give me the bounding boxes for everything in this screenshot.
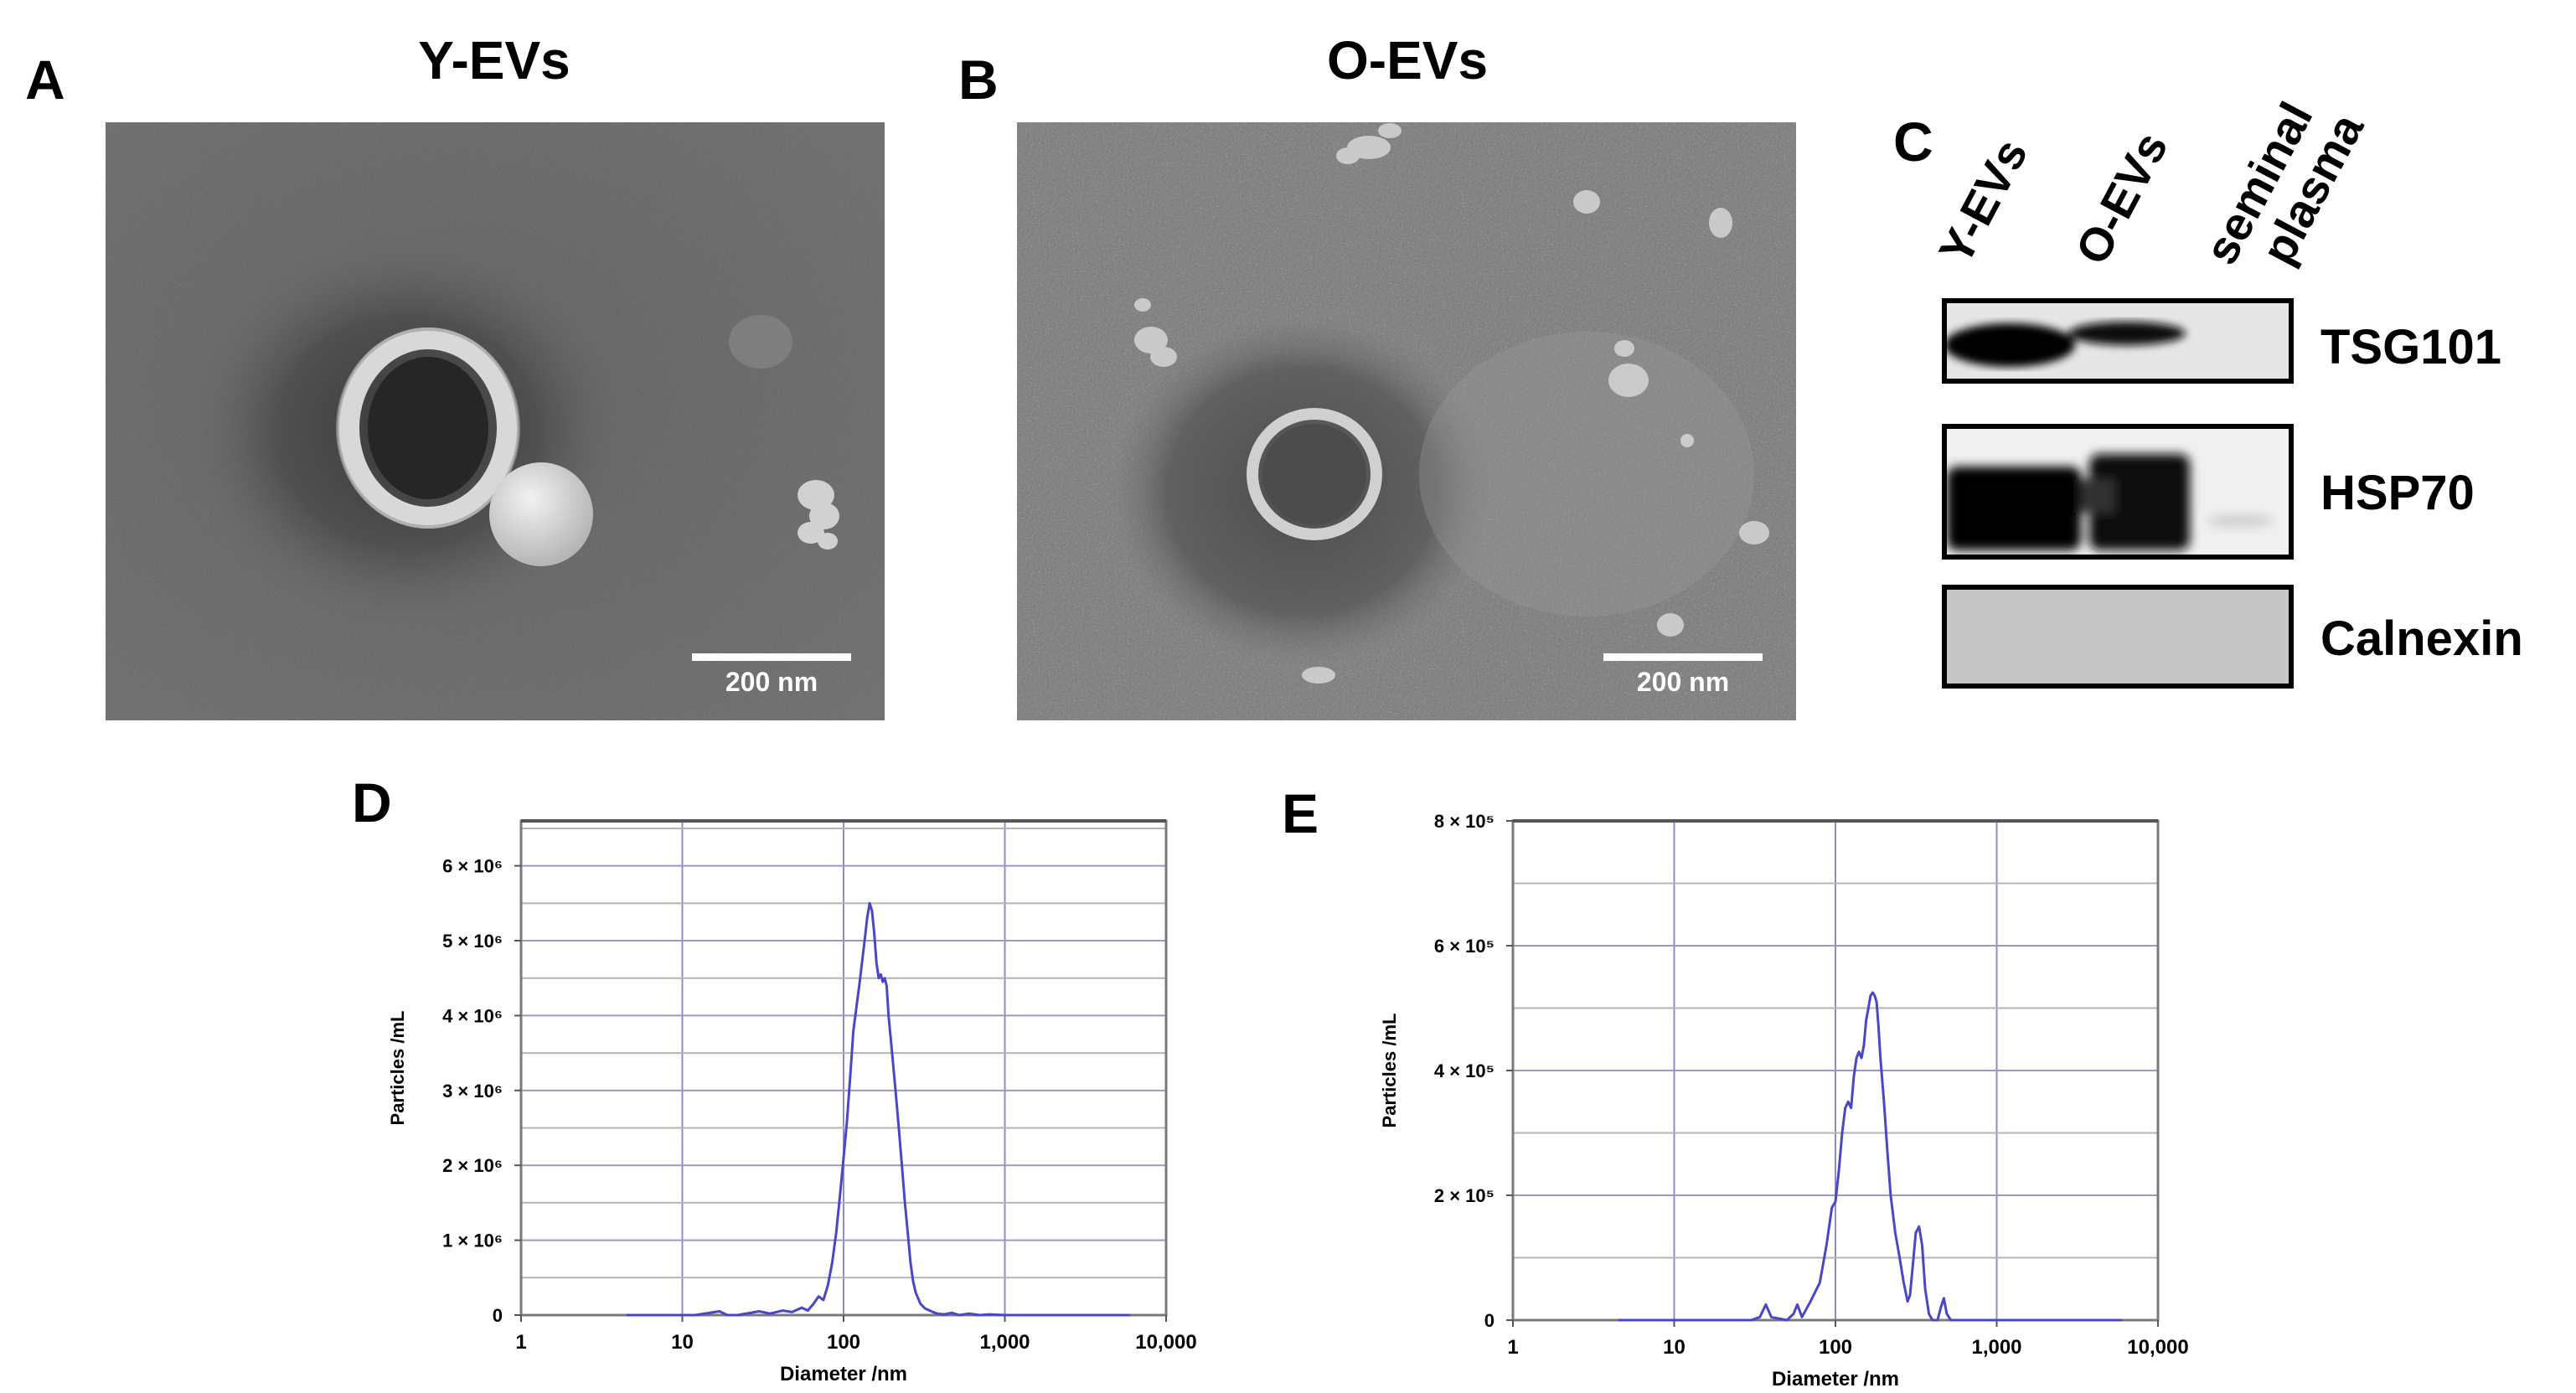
chart-e-xlabel: Diameter /nm: [1772, 1368, 1899, 1390]
chart-d-ylabel: Particles /mL: [387, 1011, 408, 1126]
panel-a-tem-image: 200 nm: [106, 122, 885, 720]
panel-b-title: O-EVs: [1326, 30, 1489, 90]
chart-d-ytick-label: 5 × 10⁶: [442, 931, 503, 952]
chart-e-series-line: [1618, 991, 2123, 1322]
panel-a-scale-bar-label: 200 nm: [725, 667, 818, 697]
chart-e-frame: [1511, 819, 2160, 1322]
chart-e-ytick-label: 2 × 10⁵: [1434, 1185, 1494, 1206]
chart-e-grid: [1513, 820, 2158, 1321]
panel-letter-b: B: [958, 49, 999, 111]
chart-d-xlabel: Diameter /nm: [780, 1363, 907, 1385]
wb-label-calnexin: Calnexin: [2320, 611, 2523, 666]
wb-label-tsg101: TSG101: [2320, 320, 2501, 374]
wb-lane-label-o-evs: O-EVs: [2065, 123, 2178, 273]
chart-d-ytick-label: 4 × 10⁶: [442, 1005, 503, 1026]
chart-e-xtick-label: 100: [1819, 1336, 1852, 1359]
chart-d-xtick-label: 100: [827, 1331, 860, 1354]
chart-e-xtick-label: 10: [1663, 1336, 1685, 1359]
panel-b-scale-bar-label: 200 nm: [1636, 667, 1730, 697]
chart-e-ytick-label: 4 × 10⁵: [1434, 1060, 1494, 1081]
chart-d-ytick-label: 1 × 10⁶: [442, 1230, 503, 1251]
chart-e-ytick-label: 8 × 10⁵: [1434, 811, 1494, 832]
wb-blot-hsp70: [1942, 424, 2294, 560]
panel-letter-c: C: [1893, 111, 1933, 173]
wb-lane-label-y-evs: Y-EVs: [1928, 130, 2038, 273]
panel-letter-e: E: [1282, 782, 1319, 844]
wb-blot-tsg101: [1942, 298, 2294, 384]
wb-label-hsp70: HSP70: [2320, 466, 2475, 520]
chart-d-ytick-label: 3 × 10⁶: [442, 1081, 503, 1102]
chart-e-xtick-label: 1,000: [1971, 1336, 2021, 1359]
wb-blot-calnexin: [1942, 585, 2294, 689]
chart-d-ytick-label: 2 × 10⁶: [442, 1155, 503, 1176]
chart-e-ytick-label: 0: [1484, 1310, 1494, 1331]
panel-letter-d: D: [352, 771, 392, 833]
chart-d-xtick-label: 10: [671, 1331, 694, 1354]
chart-d-grid: [521, 821, 1166, 1316]
chart-e-xtick-label: 1: [1507, 1336, 1518, 1359]
chart-d-xtick-label: 1,000: [979, 1331, 1030, 1354]
panel-letter-a: A: [25, 49, 65, 111]
chart-e-xtick-label: 10,000: [2127, 1336, 2188, 1359]
chart-d-xtick-label: 10,000: [1135, 1331, 1196, 1354]
chart-d-ytick-label: 6 × 10⁶: [442, 856, 503, 877]
chart-d-series-line: [626, 901, 1131, 1317]
chart-e-ytick-label: 6 × 10⁵: [1434, 936, 1494, 957]
chart-d-frame: [519, 819, 1168, 1317]
panel-a-title: Y-EVs: [418, 30, 570, 90]
chart-d-ytick-label: 0: [493, 1305, 503, 1326]
chart-e-ylabel: Particles /mL: [1379, 1014, 1400, 1128]
chart-d-xtick-label: 1: [515, 1331, 526, 1354]
panel-b-tem-image: 200 nm: [1017, 122, 1796, 720]
